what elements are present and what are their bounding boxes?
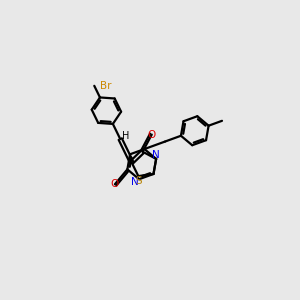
Text: Br: Br <box>100 81 111 91</box>
Text: S: S <box>135 176 142 186</box>
Text: N: N <box>131 177 139 187</box>
Text: O: O <box>148 130 156 140</box>
Text: O: O <box>111 179 119 189</box>
Text: H: H <box>122 131 130 141</box>
Text: N: N <box>152 150 160 160</box>
